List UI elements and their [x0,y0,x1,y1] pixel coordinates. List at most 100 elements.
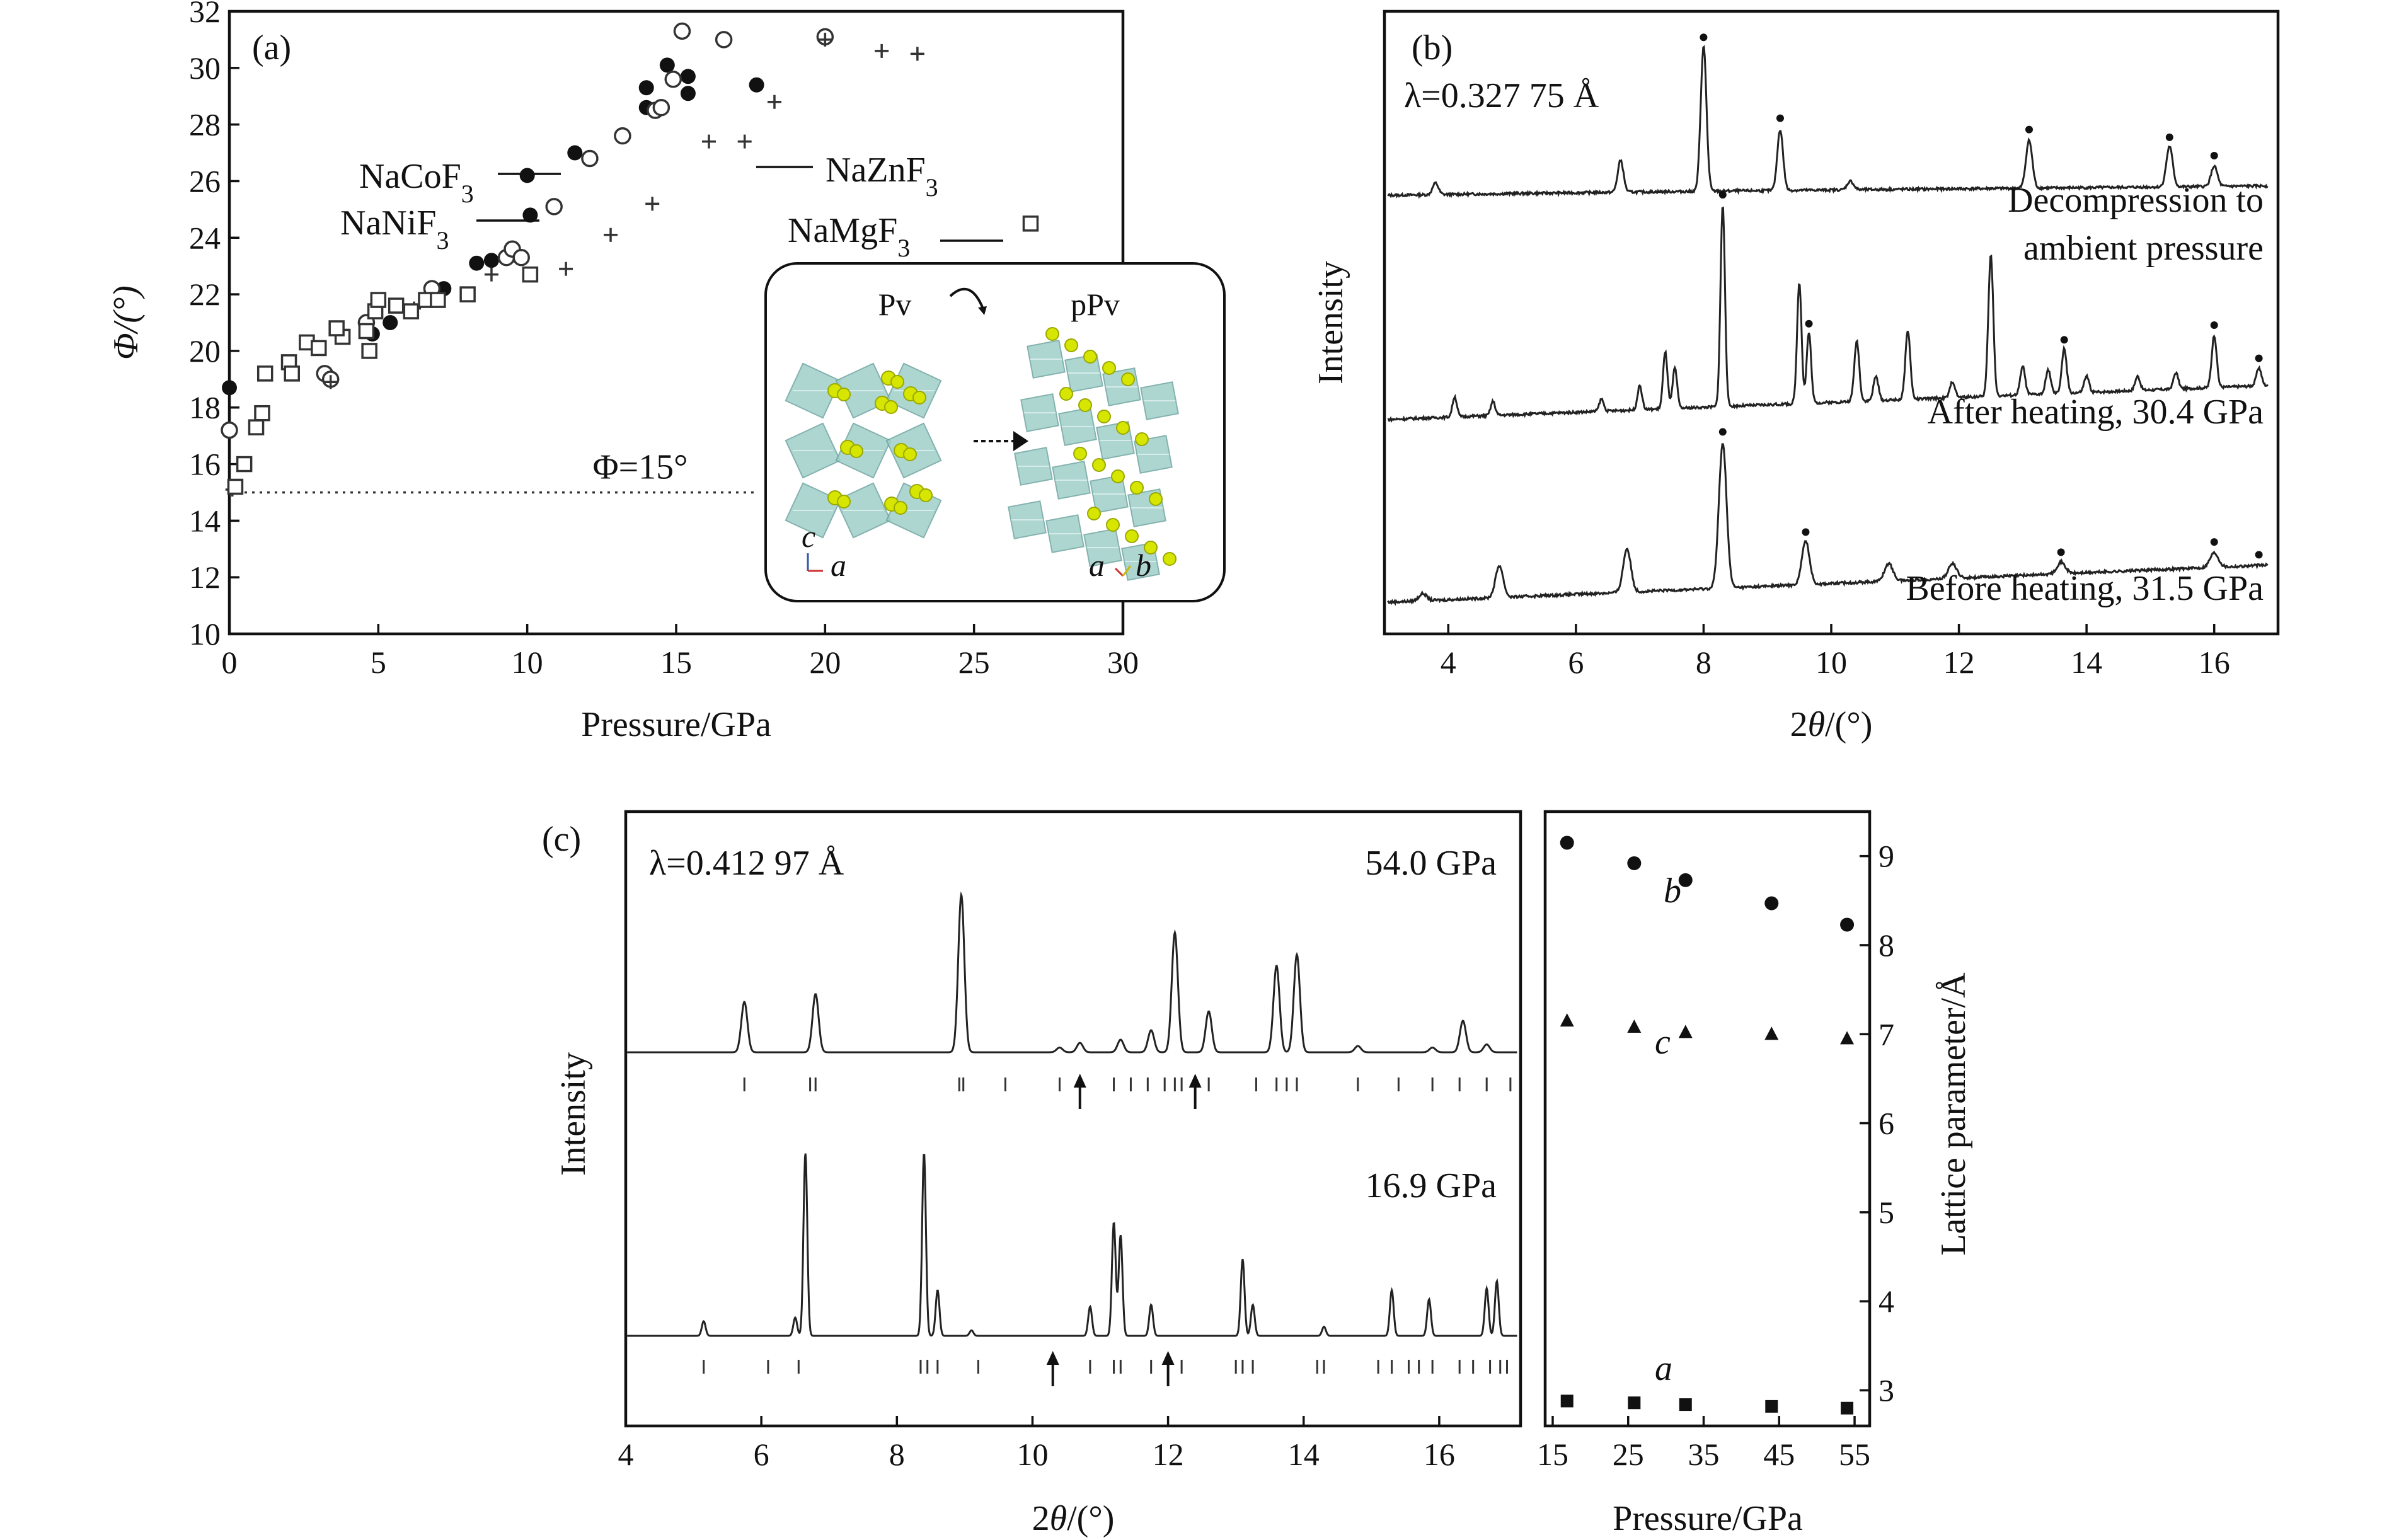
d-ytick-label: 5 [1879,1195,1894,1230]
point-NaMgF3 [236,456,253,473]
point-NaZnF3 [323,375,338,389]
lattice-label-a: a [1655,1349,1672,1388]
b-peak-marker [1718,428,1727,436]
point-NaCoF3 [659,57,675,73]
point-NaMgF3 [459,286,476,302]
panel-c-ylabel: Intensity [554,1052,593,1176]
point-NaCoF3 [222,380,237,396]
d-ytick-label: 4 [1879,1284,1894,1319]
panel-c-frame [624,810,1522,1428]
panel-a: (a) 0 5 10 15 20 25 30 10 12 14 16 18 20 22 24 26 28 30 32… [106,0,1226,744]
d-xtick-label: 55 [1839,1437,1870,1472]
phi-15-label: Φ=15° [593,447,688,486]
d-ytick-label: 3 [1879,1372,1894,1408]
b-trace-0 [1387,45,2269,199]
point-NaCoF3 [749,77,764,93]
a-xtick-label: 15 [660,645,692,680]
point-NaNiF3 [221,421,238,439]
c-trace-0 [627,891,1517,1054]
lattice-point-b [1678,873,1693,887]
a-ytick-label: 30 [189,50,221,86]
trace-label-16.9gpa: 16.9 GPa [1366,1166,1497,1205]
point-NaMgF3 [284,365,301,382]
label-nacof3: NaCoF3 [359,157,474,208]
a-ytick-label: 32 [189,0,221,29]
b-peak-marker [2255,354,2263,362]
c-xtick-label: 16 [1424,1437,1455,1472]
a-xtick-label: 5 [371,645,386,680]
point-NaNiF3 [545,198,563,215]
a-ytick-label: 22 [189,277,221,312]
a-ytick-label: 26 [189,163,221,198]
trace-label-before-heating: Before heating, 31.5 GPa [1906,569,2264,608]
point-NaMgF3 [248,419,265,435]
point-NaNiF3 [581,149,599,168]
b-peak-marker [2025,125,2033,134]
point-NaZnF3 [767,95,781,109]
point-NaMgF3 [403,303,420,319]
lattice-point-b [1840,917,1855,932]
point-NaCoF3 [522,207,538,223]
c-arrow-head [1188,1074,1202,1088]
panel-c-label: (c) [542,820,581,859]
transition-arrow-head [1013,431,1028,451]
b-trace-1 [1387,206,2269,423]
inset-axis-line-b [1122,565,1132,577]
b-peak-marker [2210,152,2218,160]
d-xtick-label: 25 [1613,1437,1644,1472]
b-xtick-label: 14 [2071,645,2102,680]
c-xtick-label: 14 [1288,1437,1320,1472]
point-NaCoF3 [483,253,499,268]
a-ytick-label: 20 [189,333,221,369]
panel-c-xlabel: 2θ/(°) [1032,1499,1115,1538]
panel-b-label: (b) [1412,28,1453,67]
b-xtick-label: 10 [1815,645,1847,680]
point-NaMgF3 [388,297,405,314]
a-ytick-label: 12 [189,560,221,595]
lattice-point-c [1840,1031,1855,1045]
point-NaZnF3 [484,267,498,282]
lattice-point-a [1679,1398,1692,1411]
point-NaMgF3 [311,340,327,357]
lattice-point-a [1765,1399,1778,1413]
point-NaNiF3 [512,248,530,267]
a-xtick-label: 30 [1107,645,1139,680]
inset-axis-c: c [802,519,815,554]
point-NaMgF3 [522,266,539,283]
b-peak-marker [1718,191,1727,199]
inset-axis-a-right: a [1089,548,1105,583]
lattice-point-b [1627,856,1642,870]
panel-b-ylabel: Intensity [1311,261,1350,384]
panel-b: (b) λ=0.327 75 Å 4 6 8 10 12 14 16 Decompressi… [1311,9,2280,744]
d-xtick-label: 45 [1763,1437,1795,1472]
panel-c: (c) λ=0.412 97 Å 54.0 GPa 16.9 GPa 4 6 8 10… [542,810,1522,1538]
trace-label-decompression-2: ambient pressure [2023,229,2264,268]
b-peak-marker [2210,538,2218,546]
b-xtick-label: 8 [1696,645,1712,680]
point-NaZnF3 [701,134,716,149]
d-xtick-label: 35 [1688,1437,1720,1472]
rotation-arrow-head [978,306,987,315]
label-nanif3: NaNiF3 [340,204,449,255]
inset-ppv-label: pPv [1071,287,1120,322]
a-ytick-label: 24 [189,220,221,255]
structure-inset: Pv pPv c a a b [764,262,1226,602]
a-ytick-label: 18 [189,390,221,425]
point-NaNiF3 [715,31,733,49]
b-xtick-label: 6 [1568,645,1584,680]
a-ytick-label: 28 [189,107,221,142]
d-ytick-label: 7 [1879,1016,1894,1052]
lattice-frame [1543,810,1872,1428]
b-peak-marker [2057,548,2065,556]
b-peak-marker [2210,321,2218,329]
c-xtick-label: 4 [618,1437,634,1472]
point-NaMgF3 [328,320,345,336]
b-trace-2 [1387,443,2269,606]
b-peak-marker [1805,319,1813,328]
point-NaCoF3 [567,145,583,161]
d-ytick-label: 9 [1879,839,1894,874]
point-NaZnF3 [910,47,924,61]
point-NaZnF3 [604,227,618,242]
point-NaCoF3 [383,315,398,330]
